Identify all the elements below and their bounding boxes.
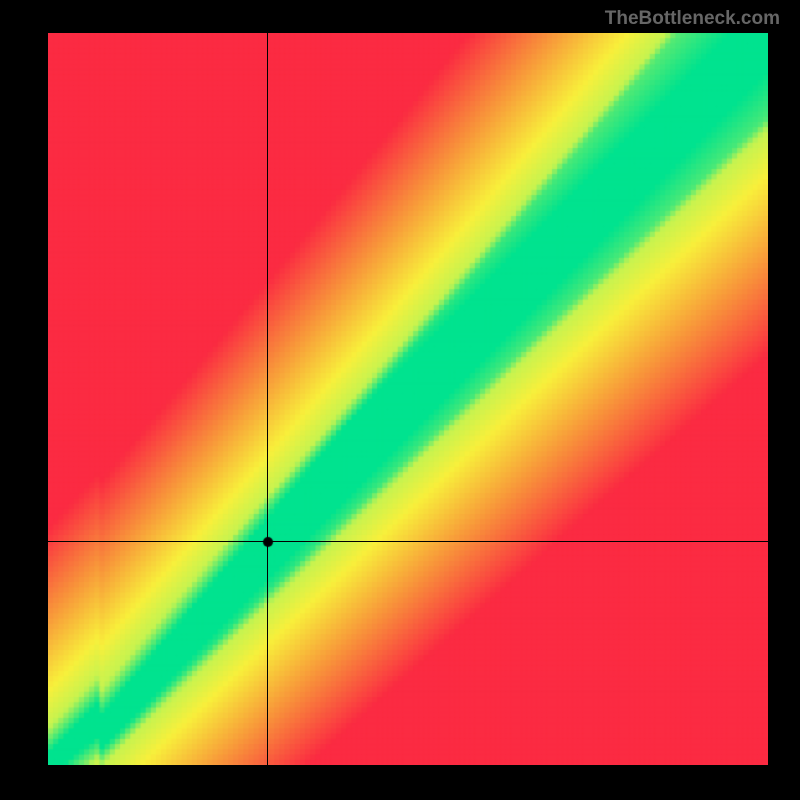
crosshair-vertical (267, 33, 268, 765)
crosshair-dot (262, 536, 274, 548)
crosshair-horizontal (48, 541, 768, 542)
bottleneck-heatmap (48, 33, 768, 765)
watermark-text: TheBottleneck.com (605, 8, 780, 30)
